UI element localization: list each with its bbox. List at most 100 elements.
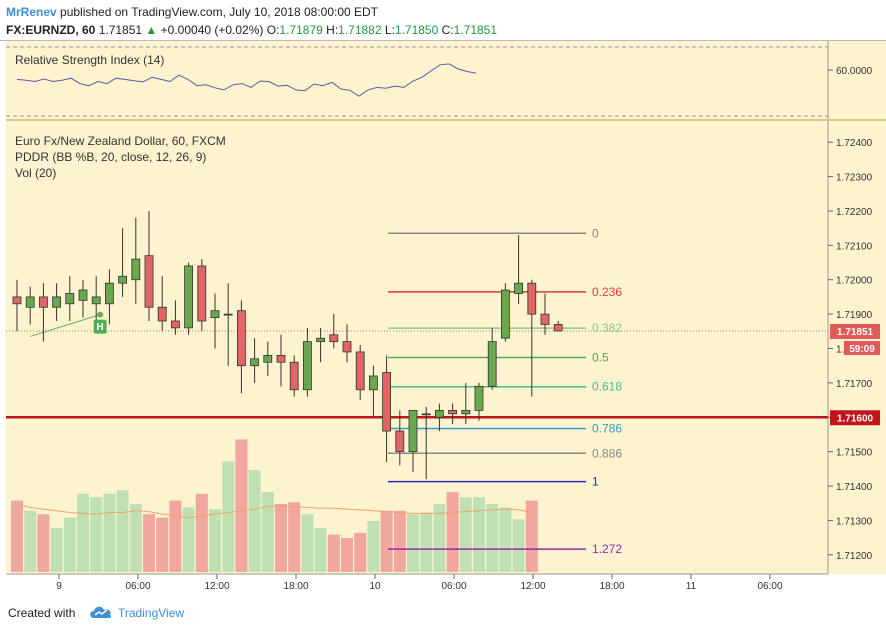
close-value: 1.71851 bbox=[453, 23, 498, 37]
volume-bar bbox=[354, 532, 367, 572]
current-price-tag: 1.71851 59:09 bbox=[830, 323, 880, 355]
candle-body bbox=[250, 358, 260, 367]
candle bbox=[52, 283, 61, 321]
volume-bar bbox=[11, 500, 23, 572]
price-tick-label: 1.72100 bbox=[836, 241, 873, 252]
candle-body bbox=[276, 354, 286, 363]
volume-bar bbox=[169, 500, 182, 572]
candle bbox=[421, 406, 431, 480]
price-tick-label: 1.71700 bbox=[836, 379, 873, 390]
time-tick-label: 12:00 bbox=[520, 581, 545, 592]
candle-body bbox=[236, 310, 246, 367]
candle-body bbox=[316, 337, 326, 343]
candle-body bbox=[118, 275, 127, 284]
candle-body bbox=[461, 409, 471, 415]
rsi-line bbox=[16, 63, 477, 97]
close-label: C: bbox=[441, 23, 454, 37]
candles-layer bbox=[12, 210, 563, 480]
main-title: Euro Fx/New Zealand Dollar, 60, FXCM bbox=[15, 134, 226, 148]
candle bbox=[144, 210, 154, 321]
candle bbox=[355, 345, 365, 401]
candle bbox=[263, 341, 273, 377]
candle bbox=[434, 403, 444, 432]
candle bbox=[553, 320, 563, 332]
volume-bar bbox=[525, 500, 538, 572]
high-value: 1.71882 bbox=[338, 23, 382, 37]
candle-body bbox=[39, 296, 48, 308]
support-price-tag: 1.71600 bbox=[830, 410, 880, 426]
candle bbox=[131, 217, 141, 304]
tradingview-cloud-icon[interactable] bbox=[88, 602, 114, 622]
support-price-tag-text: 1.71600 bbox=[837, 413, 874, 424]
chart-canvas[interactable]: Relative Strength Index (14) 60.0000 Eur… bbox=[0, 40, 886, 598]
last-price: 1.71851 bbox=[98, 23, 143, 37]
current-price-tag-box bbox=[830, 323, 880, 339]
indicator-pddr-label: PDDR (BB %B, 20, close, 12, 26, 9) bbox=[15, 150, 206, 164]
trend-line[interactable] bbox=[30, 314, 101, 337]
fib-level-label: 0.786 bbox=[592, 421, 622, 435]
candle-body bbox=[131, 258, 141, 281]
candle-body bbox=[12, 296, 22, 305]
candle-body bbox=[421, 413, 431, 416]
ohlc-line: FX:EURNZD, 60 1.71851 ▲ +0.00040 (+0.02%… bbox=[6, 23, 497, 37]
tradingview-brand[interactable]: TradingView bbox=[118, 606, 185, 620]
volume-bar bbox=[195, 493, 208, 572]
top-border bbox=[0, 40, 886, 41]
fib-level-label: 0.5 bbox=[592, 350, 609, 364]
volume-bar bbox=[473, 497, 485, 572]
fib-retracement[interactable]: 0 0.236 0.382 0.5 0.618 0.786 0.886 1 1.272 bbox=[388, 226, 622, 556]
plot-area-background bbox=[6, 41, 828, 574]
candle bbox=[316, 327, 326, 363]
candle-body bbox=[342, 341, 352, 353]
volume-bar bbox=[393, 510, 406, 572]
open-label: O: bbox=[266, 23, 280, 37]
volume-bar bbox=[341, 538, 353, 572]
candle bbox=[395, 410, 405, 466]
fib-level-label: 1 bbox=[592, 475, 599, 489]
candle bbox=[368, 365, 378, 418]
time-tick-label: 12:00 bbox=[204, 581, 229, 592]
h-marker-box bbox=[93, 319, 107, 334]
candle-body bbox=[144, 255, 154, 308]
volume-bar bbox=[116, 490, 129, 572]
price-tick-label: 1.72400 bbox=[836, 138, 873, 149]
candle bbox=[91, 276, 101, 321]
candle-body bbox=[91, 296, 101, 305]
candle bbox=[105, 269, 114, 325]
price-tick-label: 1.72200 bbox=[836, 207, 873, 218]
candle bbox=[197, 259, 207, 332]
candle-body bbox=[78, 289, 88, 301]
symbol-label: FX:EURNZD, 60 bbox=[6, 23, 96, 37]
volume-bar bbox=[248, 470, 261, 572]
candle bbox=[461, 382, 471, 425]
candle bbox=[118, 228, 127, 297]
candle-body bbox=[382, 372, 392, 432]
change-up-icon: ▲ bbox=[145, 23, 158, 37]
fib-level-label: 0.382 bbox=[592, 321, 622, 335]
fib-level-label: 0.236 bbox=[592, 285, 622, 299]
price-tick-label: 1.71300 bbox=[836, 516, 873, 527]
fib-level-label: 0.618 bbox=[592, 380, 622, 394]
volume-bar bbox=[459, 497, 472, 572]
volume-bar bbox=[37, 514, 50, 572]
countdown-tag-box bbox=[844, 340, 880, 355]
high-label: H: bbox=[326, 23, 339, 37]
candle-body bbox=[105, 282, 114, 305]
candle-body bbox=[355, 351, 365, 391]
volume-bar bbox=[90, 497, 103, 572]
publish-line: MrRenev published on TradingView.com, Ju… bbox=[6, 5, 378, 19]
time-tick-label: 06:00 bbox=[125, 581, 150, 592]
rsi-title: Relative Strength Index (14) bbox=[15, 53, 164, 67]
author-name[interactable]: MrRenev bbox=[6, 5, 57, 19]
candle bbox=[514, 235, 523, 304]
volume-bar bbox=[209, 509, 221, 572]
volume-bar bbox=[499, 507, 512, 572]
countdown-tag-text: 59:09 bbox=[849, 344, 875, 355]
volume-bar bbox=[327, 534, 340, 572]
low-label: L: bbox=[384, 23, 395, 37]
price-tick-label: 1.71400 bbox=[836, 482, 873, 493]
volume-bar bbox=[407, 514, 419, 572]
candle bbox=[342, 324, 352, 363]
candle-body bbox=[553, 324, 563, 332]
h-marker[interactable]: H bbox=[93, 311, 107, 334]
